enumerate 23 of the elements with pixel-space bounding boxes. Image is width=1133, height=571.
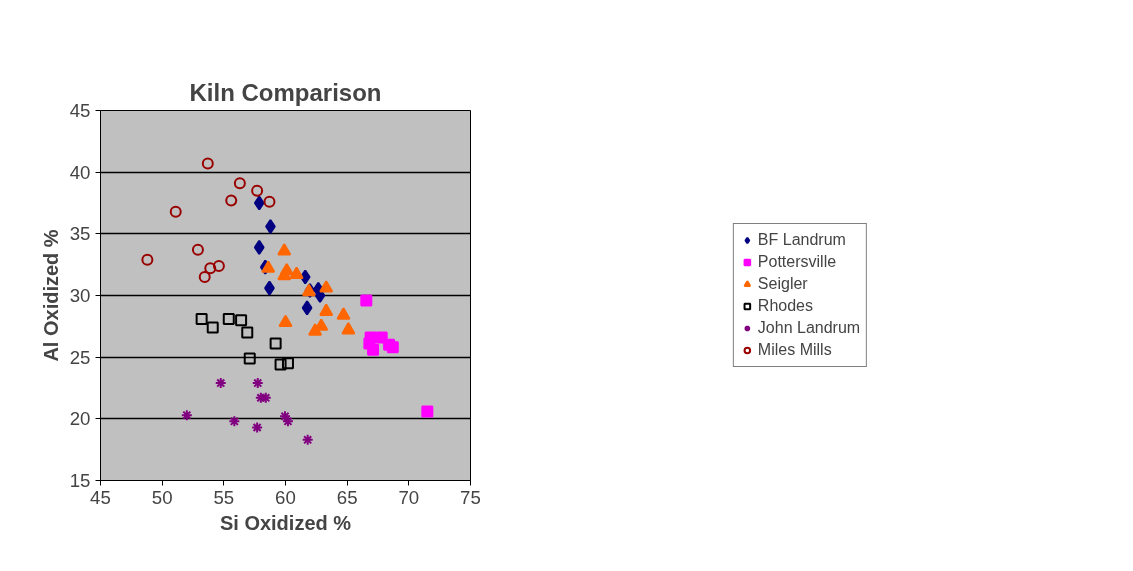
x-tick-label: 65	[336, 486, 358, 508]
legend-label: John Landrum	[757, 319, 861, 337]
x-tick-label: 45	[90, 486, 111, 508]
legend-label: Seigler	[757, 275, 808, 293]
y-tick-label: 30	[69, 285, 91, 306]
y-tick-label: 40	[69, 161, 91, 183]
legend-label: Pottersville	[757, 253, 837, 271]
x-tick-label: 60	[275, 486, 296, 508]
legend-label: Rhodes	[757, 297, 814, 315]
legend-label: Miles Mills	[757, 341, 832, 359]
x-tick-label: 50	[151, 486, 173, 508]
x-tick-label: 70	[398, 486, 420, 508]
legend-label: BF Landrum	[757, 231, 846, 249]
y-tick-label: 45	[69, 100, 91, 121]
y-tick-label: 25	[69, 346, 91, 368]
x-axis-title: Si Oxidized %	[219, 511, 352, 534]
y-tick-label: 15	[69, 470, 91, 491]
x-tick-label: 75	[460, 486, 481, 508]
chart-title: Kiln Comparison	[189, 78, 382, 106]
y-axis-title: Al Oxidized %	[39, 229, 62, 362]
x-tick-label: 55	[213, 486, 235, 508]
y-tick-label: 35	[69, 223, 91, 245]
y-tick-label: 20	[69, 408, 91, 430]
